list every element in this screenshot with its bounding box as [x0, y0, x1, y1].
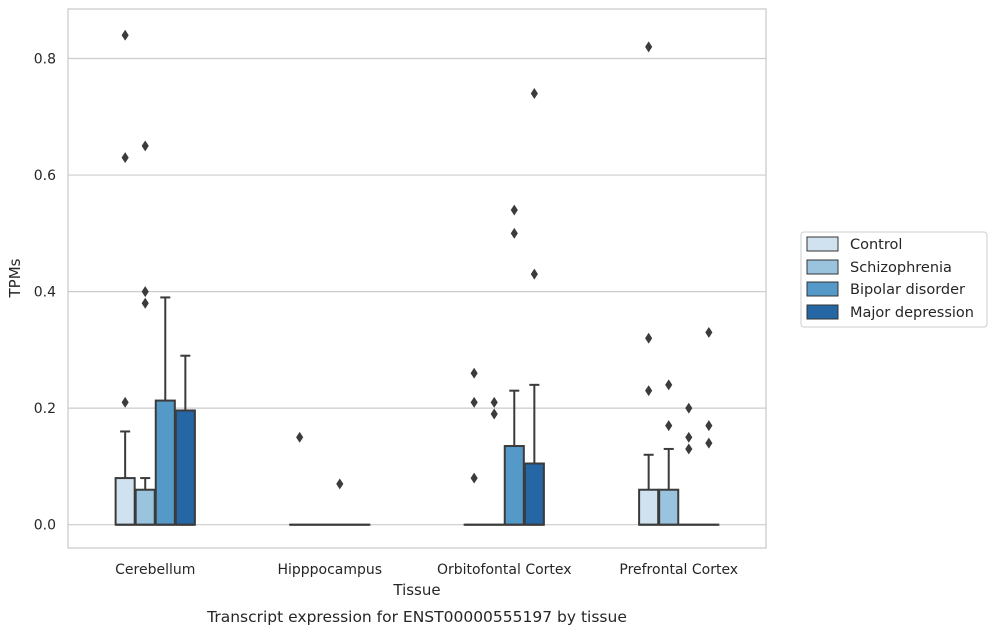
box-control-prefrontal-cortex — [638, 453, 660, 526]
legend-swatch-control — [806, 236, 839, 252]
box-body — [154, 399, 176, 526]
box-body — [503, 445, 525, 526]
y-axis-label: TPMs — [6, 258, 24, 298]
outlier-point — [530, 268, 538, 280]
x-axis-label: Tissue — [392, 581, 440, 599]
outlier-point — [141, 297, 149, 309]
x-tick-label-cerebellum: Cerebellum — [115, 562, 195, 578]
boxes — [114, 296, 720, 526]
x-tick-label-prefrontal-cortex: Prefrontal Cortex — [619, 562, 738, 578]
outlier-point — [141, 286, 149, 298]
box-major-depression-orbitofontal-cortex — [523, 383, 545, 526]
legend-label-bipolar-disorder: Bipolar disorder — [850, 282, 965, 298]
outlier-point — [685, 431, 693, 443]
y-tick-label: 0.4 — [34, 285, 56, 301]
box-body — [174, 409, 196, 526]
legend-label-major-depression: Major depression — [850, 305, 974, 321]
outlier-point — [121, 29, 129, 41]
y-tick-label: 0.6 — [34, 168, 56, 184]
outlier-point — [470, 472, 478, 484]
box-bipolar-disorder-cerebellum — [154, 296, 176, 526]
box-control-cerebellum — [114, 430, 136, 526]
outlier-point — [665, 379, 673, 391]
chart-caption: Transcript expression for ENST0000055519… — [206, 608, 627, 626]
legend-swatch-major-depression — [806, 304, 839, 320]
outlier-point — [490, 408, 498, 420]
box-body — [114, 477, 136, 526]
outliers — [121, 29, 713, 490]
legend-frame — [800, 231, 988, 328]
box-bipolar-disorder-orbitofontal-cortex — [503, 389, 525, 526]
box-body — [658, 488, 680, 526]
outlier-point — [121, 396, 129, 408]
legend-swatch-schizophrenia — [806, 259, 839, 275]
outlier-point — [336, 478, 344, 490]
box-major-depression-cerebellum — [174, 354, 196, 526]
outlier-point — [645, 385, 653, 397]
y-tick-label: 0.0 — [34, 518, 56, 534]
outlier-point — [685, 443, 693, 455]
box-body — [134, 488, 156, 526]
outlier-point — [121, 152, 129, 164]
legend-swatch-bipolar-disorder — [806, 281, 839, 297]
outlier-point — [490, 396, 498, 408]
x-tick-label-orbitofontal-cortex: Orbitofontal Cortex — [437, 562, 572, 578]
legend-label-control: Control — [850, 237, 902, 253]
outlier-point — [296, 431, 304, 443]
y-tick-label: 0.2 — [34, 401, 56, 417]
box-schizophrenia-cerebellum — [134, 477, 156, 526]
outlier-point — [705, 326, 713, 338]
outlier-point — [645, 41, 653, 53]
y-tick-label: 0.8 — [34, 52, 56, 68]
outlier-point — [510, 204, 518, 216]
box-body — [523, 462, 545, 526]
box-schizophrenia-prefrontal-cortex — [658, 447, 680, 526]
legend-label-schizophrenia: Schizophrenia — [850, 260, 952, 276]
x-tick-label-hipppocampus: Hipppocampus — [277, 562, 382, 578]
outlier-point — [530, 88, 538, 99]
outlier-point — [685, 402, 693, 414]
outlier-point — [705, 437, 713, 449]
legend: Control Schizophrenia Bipolar disorder M… — [800, 231, 988, 328]
plot-frame — [67, 8, 767, 549]
x-axis-ticks: Cerebellum Hipppocampus Orbitofontal Corte… — [115, 562, 738, 578]
outlier-point — [705, 420, 713, 432]
outlier-point — [470, 367, 478, 379]
outlier-point — [141, 140, 149, 152]
box-body — [638, 488, 660, 526]
outlier-point — [645, 332, 653, 344]
y-axis-ticks: 0.0 0.2 0.4 0.6 0.8 — [34, 52, 56, 534]
outlier-point — [510, 227, 518, 239]
outlier-point — [470, 396, 478, 408]
outlier-point — [665, 420, 673, 432]
